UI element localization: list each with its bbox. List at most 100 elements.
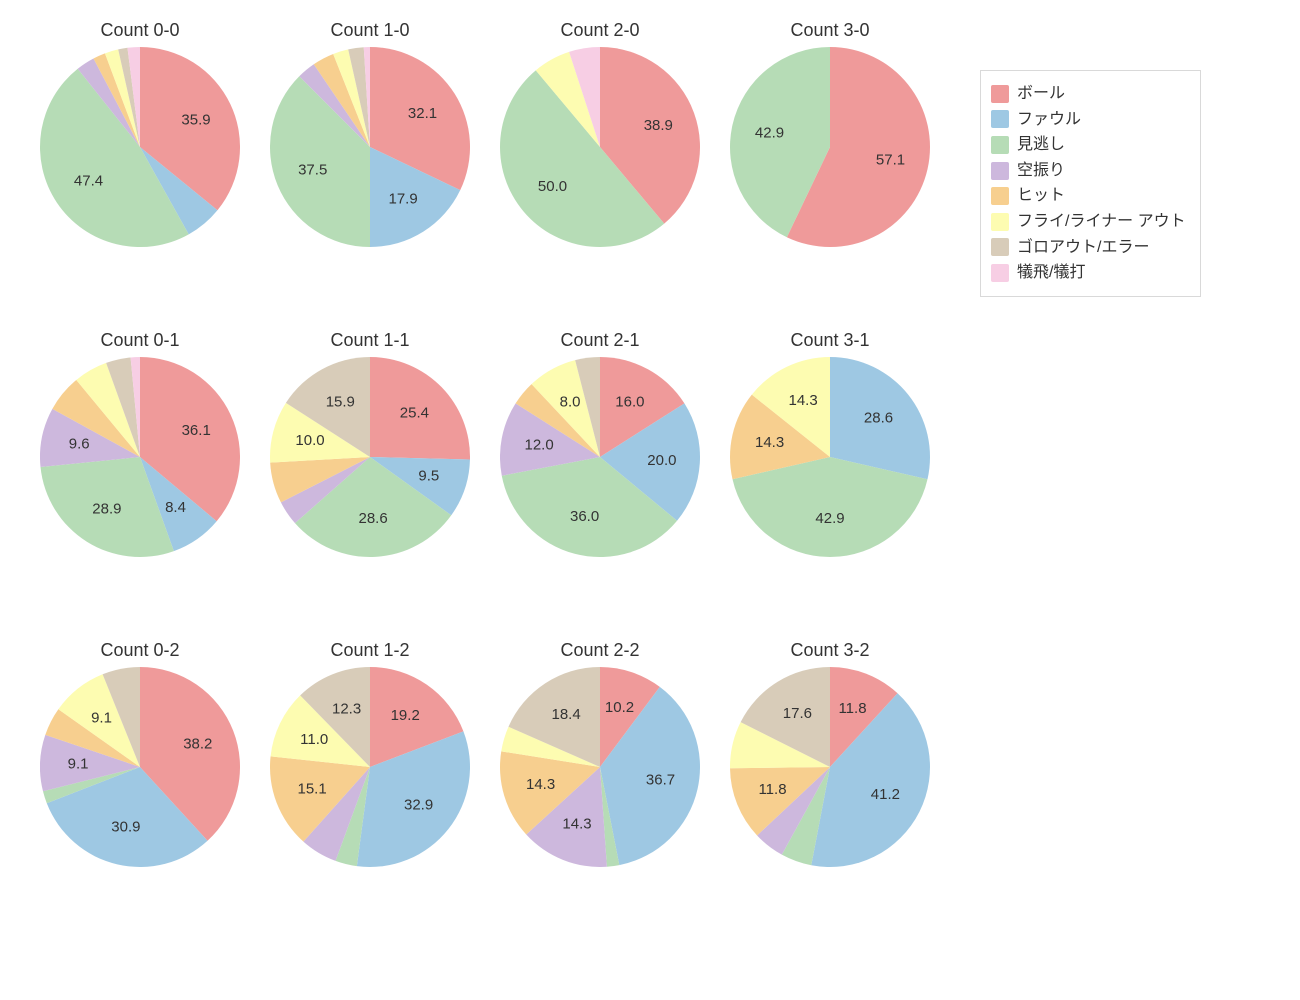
slice-label-flyliner: 14.3: [788, 392, 817, 409]
slice-label-ball: 19.2: [391, 707, 420, 724]
pie-svg: 38.2 30.9 9.1 9.1: [40, 667, 240, 867]
pie-title: Count 3-2: [730, 640, 930, 661]
legend-item-look: 見逃し: [991, 132, 1186, 158]
pie-title: Count 3-1: [730, 330, 930, 351]
slice-label-foul: 30.9: [111, 818, 140, 835]
slice-label-ball: 16.0: [615, 394, 644, 411]
legend-item-foul: ファウル: [991, 107, 1186, 133]
pie-count-2-1: Count 2-116.020.036.012.08.0: [500, 330, 700, 562]
pie-title: Count 0-1: [40, 330, 240, 351]
slice-label-foul: 28.6: [864, 409, 893, 426]
legend-swatch: [991, 213, 1009, 231]
pie-count-0-0: Count 0-0 35.9 47.4: [40, 20, 240, 252]
slice-label-swing: 9.6: [69, 436, 90, 453]
pie-svg: 38.950.0: [500, 47, 700, 247]
slice-label-foul: 8.4: [165, 499, 186, 516]
pie-count-0-2: Count 0-2 38.2 30.9 9.1 9.1: [40, 640, 240, 872]
legend-swatch: [991, 187, 1009, 205]
pie-title: Count 2-1: [500, 330, 700, 351]
pie-count-3-1: Count 3-1 28.6 42.9 14.3 14.3: [730, 330, 930, 562]
legend-item-ball: ボール: [991, 81, 1186, 107]
legend-swatch: [991, 110, 1009, 128]
slice-label-look: 42.9: [755, 124, 784, 141]
legend-label: 空振り: [1017, 158, 1065, 184]
slice-label-ball: 11.8: [838, 700, 866, 717]
slice-label-ground: 17.6: [783, 705, 812, 722]
slice-label-foul: 36.7: [646, 772, 675, 789]
slice-label-hit: 14.3: [526, 776, 555, 793]
pie-svg: 35.9 47.4: [40, 47, 240, 247]
legend-item-flyliner: フライ/ライナー アウト: [991, 209, 1186, 235]
slice-label-ground: 12.3: [332, 701, 361, 718]
slice-label-look: 37.5: [298, 162, 327, 179]
pie-title: Count 2-2: [500, 640, 700, 661]
slice-label-ball: 57.1: [876, 152, 905, 169]
slice-label-foul: 32.9: [404, 796, 433, 813]
slice-label-swing: 14.3: [562, 816, 591, 833]
slice-label-look: 36.0: [570, 508, 599, 525]
pie-title: Count 1-2: [270, 640, 470, 661]
slice-label-look: 42.9: [815, 510, 844, 527]
slice-label-look: 28.9: [92, 500, 121, 517]
legend: ボールファウル見逃し空振りヒットフライ/ライナー アウトゴロアウト/エラー犠飛/…: [980, 70, 1201, 297]
pie-title: Count 0-2: [40, 640, 240, 661]
pie-svg: 32.1 17.9 37.5: [270, 47, 470, 247]
slice-label-ball: 35.9: [181, 111, 210, 128]
legend-item-hit: ヒット: [991, 183, 1186, 209]
pie-count-1-1: Count 1-1 25.4 9.5 28.6 10.0 15.9: [270, 330, 470, 562]
legend-swatch: [991, 85, 1009, 103]
slice-label-ball: 10.2: [605, 699, 634, 716]
slice-label-ground: 15.9: [326, 394, 355, 411]
legend-item-swing: 空振り: [991, 158, 1186, 184]
pie-svg: 36.1 8.4 28.9 9.6: [40, 357, 240, 557]
legend-label: 犠飛/犠打: [1017, 260, 1085, 286]
legend-swatch: [991, 264, 1009, 282]
slice-label-ball: 36.1: [182, 422, 211, 439]
slice-label-ball: 38.2: [183, 735, 212, 752]
pie-count-1-2: Count 1-219.232.915.111.012.3: [270, 640, 470, 872]
slice-label-ball: 25.4: [400, 405, 429, 422]
pie-title: Count 2-0: [500, 20, 700, 41]
pie-title: Count 0-0: [40, 20, 240, 41]
slice-label-foul: 41.2: [871, 786, 900, 803]
pie-count-2-2: Count 2-210.236.714.314.318.4: [500, 640, 700, 872]
slice-label-foul: 9.5: [418, 468, 439, 485]
slice-label-flyliner: 11.0: [300, 731, 328, 748]
slice-label-look: 47.4: [74, 172, 103, 189]
pie-svg: 11.841.211.817.6: [730, 667, 930, 867]
slice-label-flyliner: 8.0: [560, 394, 581, 411]
slice-label-hit: 14.3: [755, 434, 784, 451]
pie-title: Count 1-0: [270, 20, 470, 41]
slice-label-swing: 9.1: [68, 755, 89, 772]
pie-title: Count 3-0: [730, 20, 930, 41]
legend-swatch: [991, 162, 1009, 180]
pie-svg: 25.4 9.5 28.6 10.0 15.9: [270, 357, 470, 557]
legend-item-ground: ゴロアウト/エラー: [991, 235, 1186, 261]
slice-label-look: 50.0: [538, 178, 567, 195]
legend-label: 見逃し: [1017, 132, 1065, 158]
slice-label-look: 28.6: [358, 510, 387, 527]
pie-svg: 16.020.036.012.08.0: [500, 357, 700, 557]
legend-item-sac: 犠飛/犠打: [991, 260, 1186, 286]
slice-label-foul: 17.9: [388, 190, 417, 207]
legend-label: フライ/ライナー アウト: [1017, 209, 1186, 235]
pie-svg: 28.6 42.9 14.3 14.3: [730, 357, 930, 557]
pie-count-0-1: Count 0-1 36.1 8.4 28.9 9.6: [40, 330, 240, 562]
legend-swatch: [991, 238, 1009, 256]
legend-label: ボール: [1017, 81, 1065, 107]
chart-stage: Count 0-035.947.4Count 1-032.117.937.5Co…: [0, 0, 1300, 1000]
slice-label-ball: 32.1: [408, 105, 437, 122]
pie-count-1-0: Count 1-0 32.1 17.9 37.5: [270, 20, 470, 252]
pie-title: Count 1-1: [270, 330, 470, 351]
slice-label-flyliner: 10.0: [295, 432, 324, 449]
legend-label: ファウル: [1017, 107, 1081, 133]
pie-count-3-0: Count 3-0 57.1 42.9: [730, 20, 930, 252]
legend-label: ヒット: [1017, 183, 1065, 209]
pie-svg: 57.1 42.9: [730, 47, 930, 247]
slice-label-flyliner: 9.1: [91, 709, 112, 726]
pie-count-2-0: Count 2-0 38.950.0: [500, 20, 700, 252]
slice-label-foul: 20.0: [647, 452, 676, 469]
pie-count-3-2: Count 3-211.841.211.817.6: [730, 640, 930, 872]
pie-svg: 10.236.714.314.318.4: [500, 667, 700, 867]
pie-svg: 19.232.915.111.012.3: [270, 667, 470, 867]
